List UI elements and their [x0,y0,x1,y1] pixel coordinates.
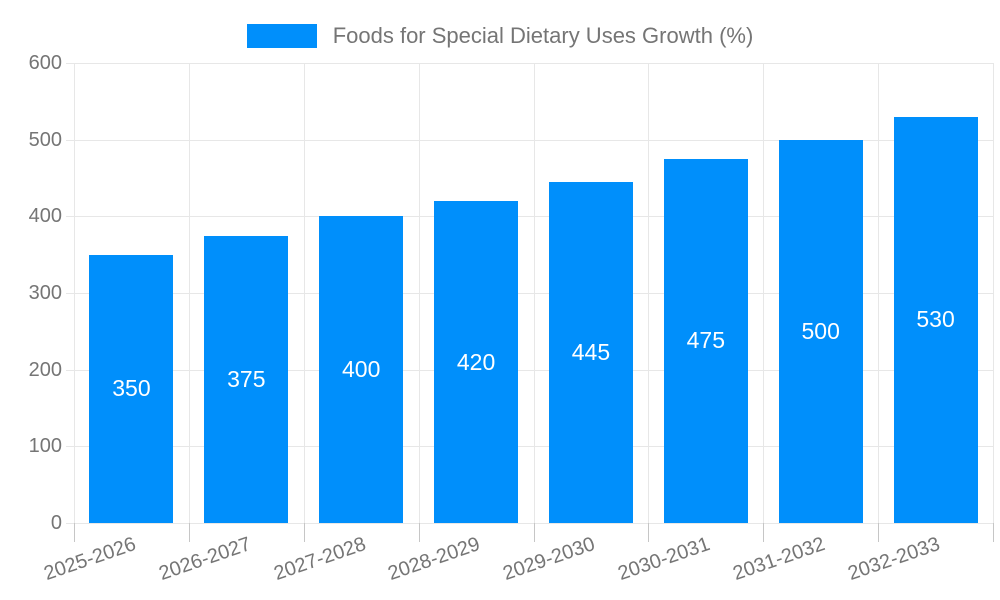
x-axis-tick [188,523,190,542]
y-gridline [66,216,993,218]
y-tick-label: 0 [50,512,62,534]
bar-2032-2033[interactable]: 530 [893,116,978,523]
plot-area: 350 375 400 420 445 475 500 530 [66,63,994,542]
y-gridline [66,293,993,294]
y-tick-label: 200 [28,358,62,381]
y-tick-label: 400 [28,205,62,228]
bar-2028-2029[interactable]: 420 [434,201,519,523]
x-tick-label: 2025-2026 [40,533,139,585]
legend-label: Foods for Special Dietary Uses Growth (%… [332,23,754,48]
x-tick-label: 2030-2031 [615,533,713,585]
x-gridline [418,63,420,523]
legend[interactable]: Foods for Special Dietary Uses Growth (%… [0,22,1000,50]
x-gridline [993,63,994,523]
x-tick-label: 2029-2030 [500,533,599,585]
x-tick-label: 2026-2027 [155,533,254,585]
x-gridline [533,63,535,523]
bar-2025-2026[interactable]: 350 [89,254,174,523]
x-gridline [303,63,305,523]
y-gridline [66,139,993,141]
x-tick-label: 2027-2028 [270,533,369,585]
y-gridline [66,63,993,64]
x-gridline [763,63,765,523]
bar-value-label: 350 [112,375,151,402]
bar-2027-2028[interactable]: 400 [319,216,404,523]
bar-value-label: 375 [227,365,266,392]
bar-2030-2031[interactable]: 475 [663,158,748,523]
y-tick-label: 100 [28,435,62,458]
y-tick-label: 500 [28,128,62,151]
x-gridline [74,63,75,523]
x-gridline [648,63,650,523]
x-axis-tick [878,523,880,542]
bar-2029-2030[interactable]: 445 [548,181,633,523]
y-gridline [66,369,993,371]
y-gridline [66,523,993,524]
x-axis-tick [74,523,75,542]
bar-value-label: 500 [801,317,840,344]
x-tick-label: 2031-2032 [730,533,828,585]
legend-swatch-icon [246,24,317,48]
x-axis-tick [648,523,650,542]
bar-value-label: 475 [686,327,725,354]
bar-value-label: 420 [456,348,496,375]
bar-value-label: 530 [916,306,955,333]
x-gridline [188,63,190,523]
bar-value-label: 445 [571,338,611,365]
x-axis-tick [303,523,305,542]
bar-value-label: 400 [342,356,381,383]
x-tick-label: 2032-2033 [845,533,943,585]
bar-2031-2032[interactable]: 500 [778,139,863,523]
x-gridline [878,63,880,523]
x-axis-tick [533,523,535,542]
x-axis-tick [763,523,765,542]
x-axis-tick [418,523,420,542]
y-tick-label: 300 [28,282,62,304]
y-tick-label: 600 [28,52,62,74]
bar-2026-2027[interactable]: 375 [204,235,289,523]
y-gridline [66,446,993,448]
x-axis-tick [993,523,994,542]
x-tick-label: 2028-2029 [385,533,484,585]
